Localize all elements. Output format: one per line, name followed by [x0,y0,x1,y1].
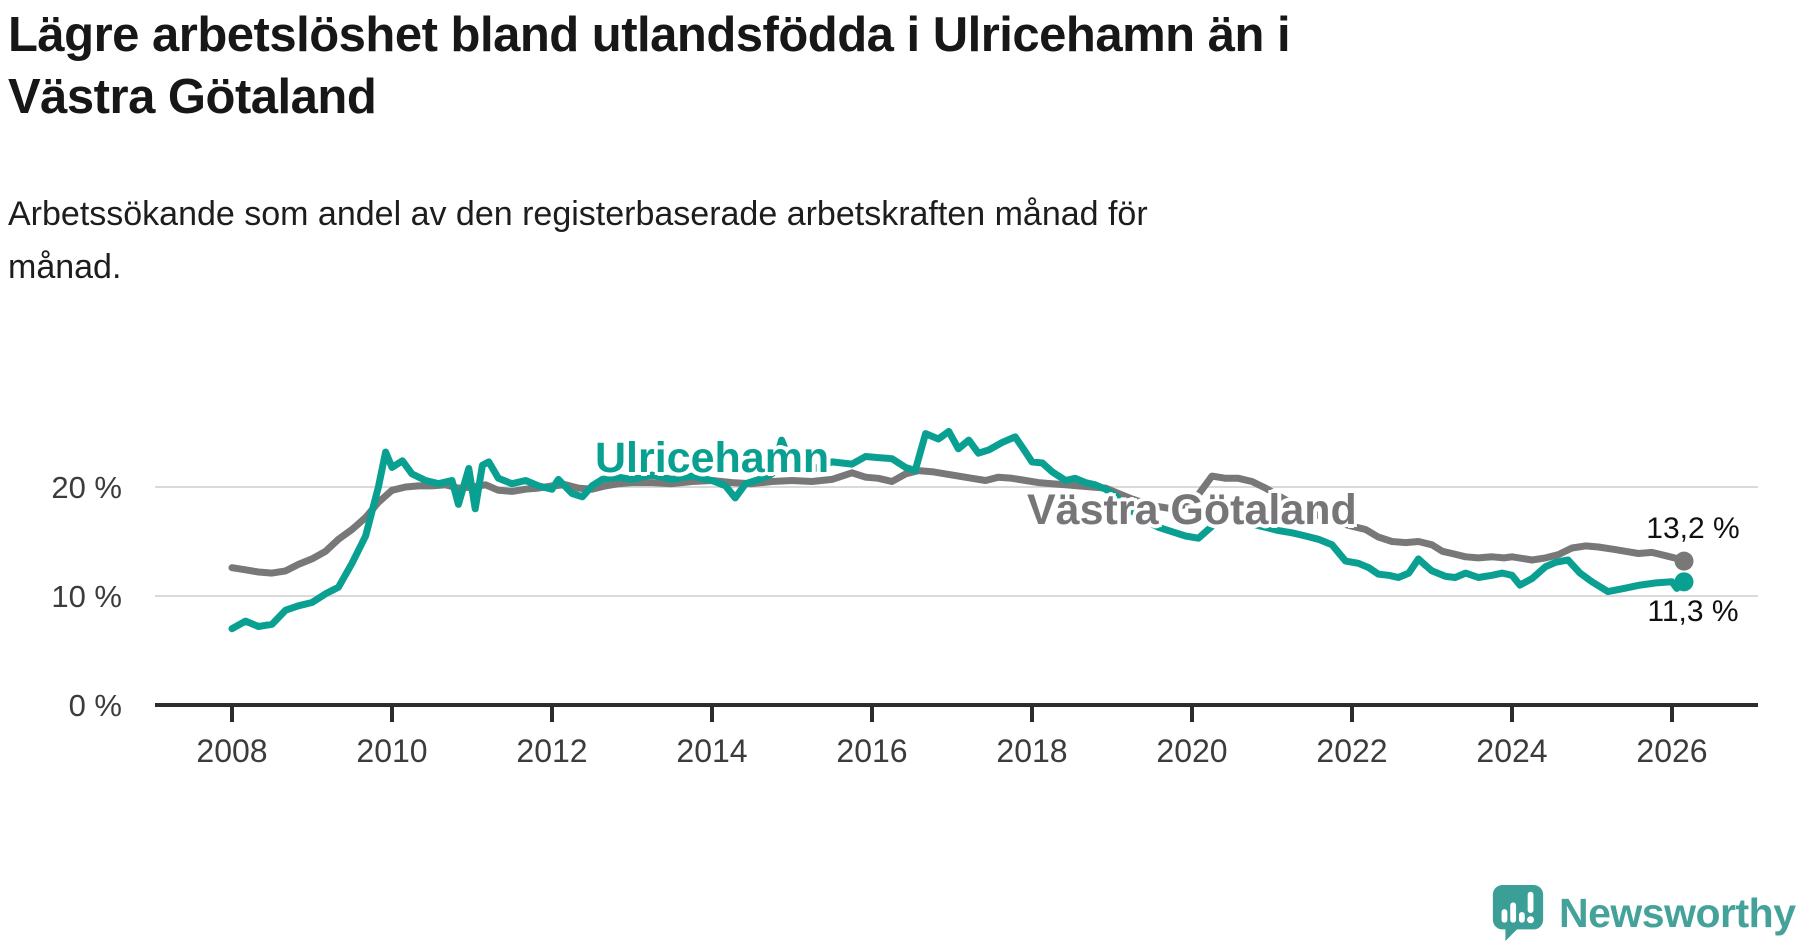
x-axis-label-2014: 2014 [676,733,747,769]
series-label-vastra-gotaland: Västra Götaland [1027,486,1357,534]
x-axis-label-2024: 2024 [1476,733,1547,769]
chart-subtitle-line1: Arbetssökande som andel av den registerb… [8,195,1148,233]
series-line-ulricehamn [228,427,1688,633]
logo-bubble-shape [1492,884,1544,942]
x-axis-label-2022: 2022 [1316,733,1387,769]
x-axis-label-2018: 2018 [996,733,1067,769]
end-value-label-vastra-gotaland: 13,2 % [1646,512,1740,545]
page-title-line2: Västra Götaland [8,70,377,124]
logo-exclamation-dot [1527,916,1535,924]
chart-subtitle: Arbetssökande som andel av den registerb… [8,188,1508,294]
x-axis-label-2010: 2010 [356,733,427,769]
page-title-line1: Lägre arbetslöshet bland utlandsfödda i … [8,8,1291,62]
newsworthy-logo: Newsworthy [1489,882,1796,944]
logo-bar-3 [1518,912,1525,923]
page-title: Lägre arbetslöshet bland utlandsfödda i … [8,4,1608,128]
logo-bar-2 [1510,902,1517,923]
y-axis-label-10: 10 % [51,579,122,614]
series-line-v-stra-g-taland [228,467,1688,577]
logo-exclamation-bar [1527,891,1534,913]
y-axis-label-0: 0 % [69,688,122,723]
x-axis-label-2026: 2026 [1636,733,1707,769]
y-axis-label-20: 20 % [51,470,122,505]
end-value-label-ulricehamn: 11,3 % [1647,595,1739,628]
x-axis-label-2008: 2008 [196,733,267,769]
logo-bar-1 [1501,909,1508,923]
series-end-dot-v-stra-g-taland [1674,551,1694,571]
series-label-ulricehamn: Ulricehamn [595,434,830,482]
newsworthy-bubble-chart-icon [1492,884,1544,942]
x-axis-label-2016: 2016 [836,733,907,769]
chart-subtitle-line2: månad. [8,248,122,286]
brand-name: Newsworthy [1559,889,1796,936]
x-axis-label-2020: 2020 [1156,733,1227,769]
series-end-dot-ulricehamn [1674,572,1694,592]
x-axis-label-2012: 2012 [516,733,587,769]
